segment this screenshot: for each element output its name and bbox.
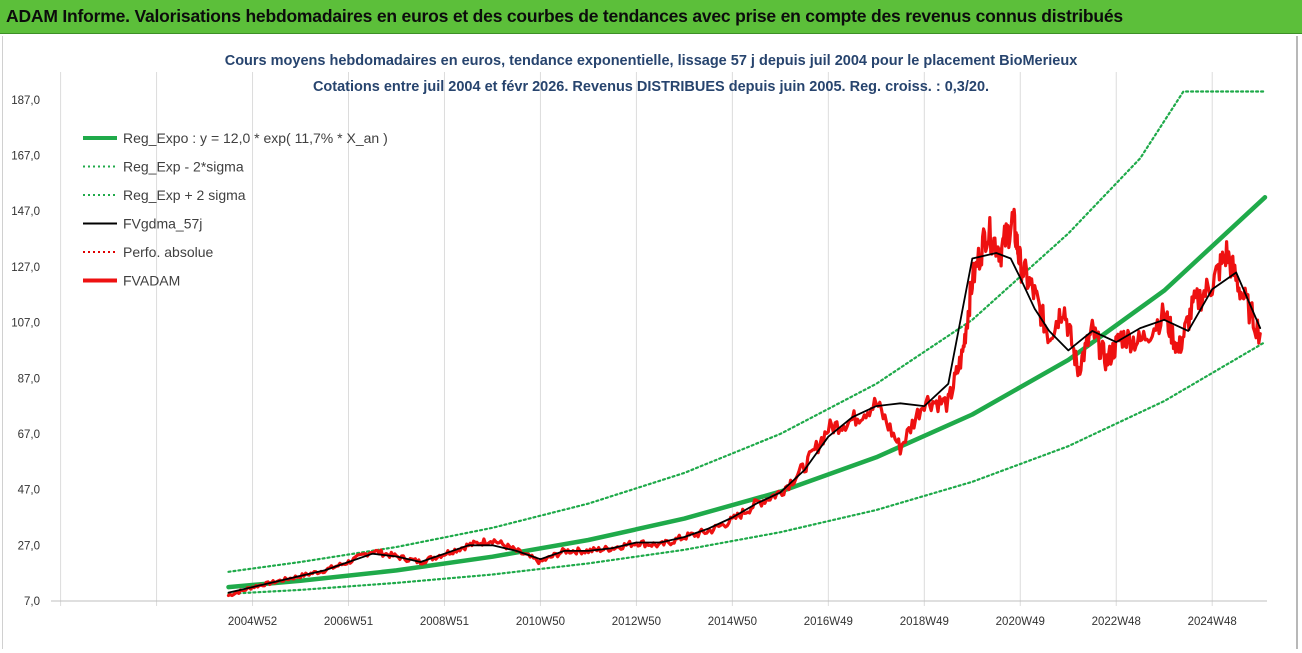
legend: Reg_Expo : y = 12,0 * exp( 11,7% * X_an … [83,130,388,289]
y-tick-label: 87,0 [18,373,40,385]
y-tick-label: 147,0 [11,206,40,218]
series-layer [226,90,1268,598]
y-tick-label: 47,0 [18,485,40,497]
x-tick-label: 2006W51 [324,616,373,628]
x-tick-label: 2014W50 [708,616,757,628]
chart-title-line-1: Cours moyens hebdomadaires en euros, ten… [225,53,1078,69]
chart-frame: Cours moyens hebdomadaires en euros, ten… [2,36,1298,649]
legend-label-1: Reg_Exp - 2*sigma [123,159,244,175]
x-tick-label: 2022W48 [1092,616,1141,628]
y-tick-label: 187,0 [11,95,40,107]
series-line-0 [226,195,1268,590]
series-line-2 [227,90,1267,573]
legend-label-0: Reg_Expo : y = 12,0 * exp( 11,7% * X_an … [123,130,388,146]
y-tick-labels: 7,0 27,0 47,0 67,0 87,0 107,0 127,0 147,0 167,0 1… [11,95,40,608]
series-line-4 [226,207,1262,598]
x-tick-label: 2010W50 [516,616,565,628]
x-tick-label: 2016W49 [804,616,853,628]
y-tick-label: 107,0 [11,318,40,330]
x-tick-label: 2024W48 [1188,616,1237,628]
legend-label-2: Reg_Exp + 2 sigma [123,187,246,203]
x-tick-label: 2020W49 [996,616,1045,628]
report-title: ADAM Informe. Valorisations hebdomadaire… [6,6,1123,26]
series-line-1 [227,341,1267,595]
x-tick-label: 2004W52 [228,616,277,628]
chart-area: Cours moyens hebdomadaires en euros, ten… [11,53,1268,628]
x-tick-label: 2008W51 [420,616,469,628]
x-tick-label: 2018W49 [900,616,949,628]
legend-label-3: FVgdma_57j [123,216,202,232]
y-tick-label: 67,0 [18,429,40,441]
y-tick-label: 167,0 [11,151,40,163]
legend-label-5: FVADAM [123,273,180,289]
y-tick-label: 127,0 [11,262,40,274]
chart-title-line-2: Cotations entre juil 2004 et févr 2026. … [313,79,989,95]
y-tick-label: 7,0 [24,596,40,608]
series-line-3 [227,252,1262,594]
y-tick-label: 27,0 [18,540,40,552]
report-banner: ADAM Informe. Valorisations hebdomadaire… [0,0,1302,34]
legend-label-4: Perfo. absolue [123,244,213,260]
x-tick-label: 2012W50 [612,616,661,628]
vertical-gridlines [60,72,1213,606]
x-tick-labels: 2004W52 2006W51 2008W51 2010W50 2012W50 2014W… [228,616,1237,628]
